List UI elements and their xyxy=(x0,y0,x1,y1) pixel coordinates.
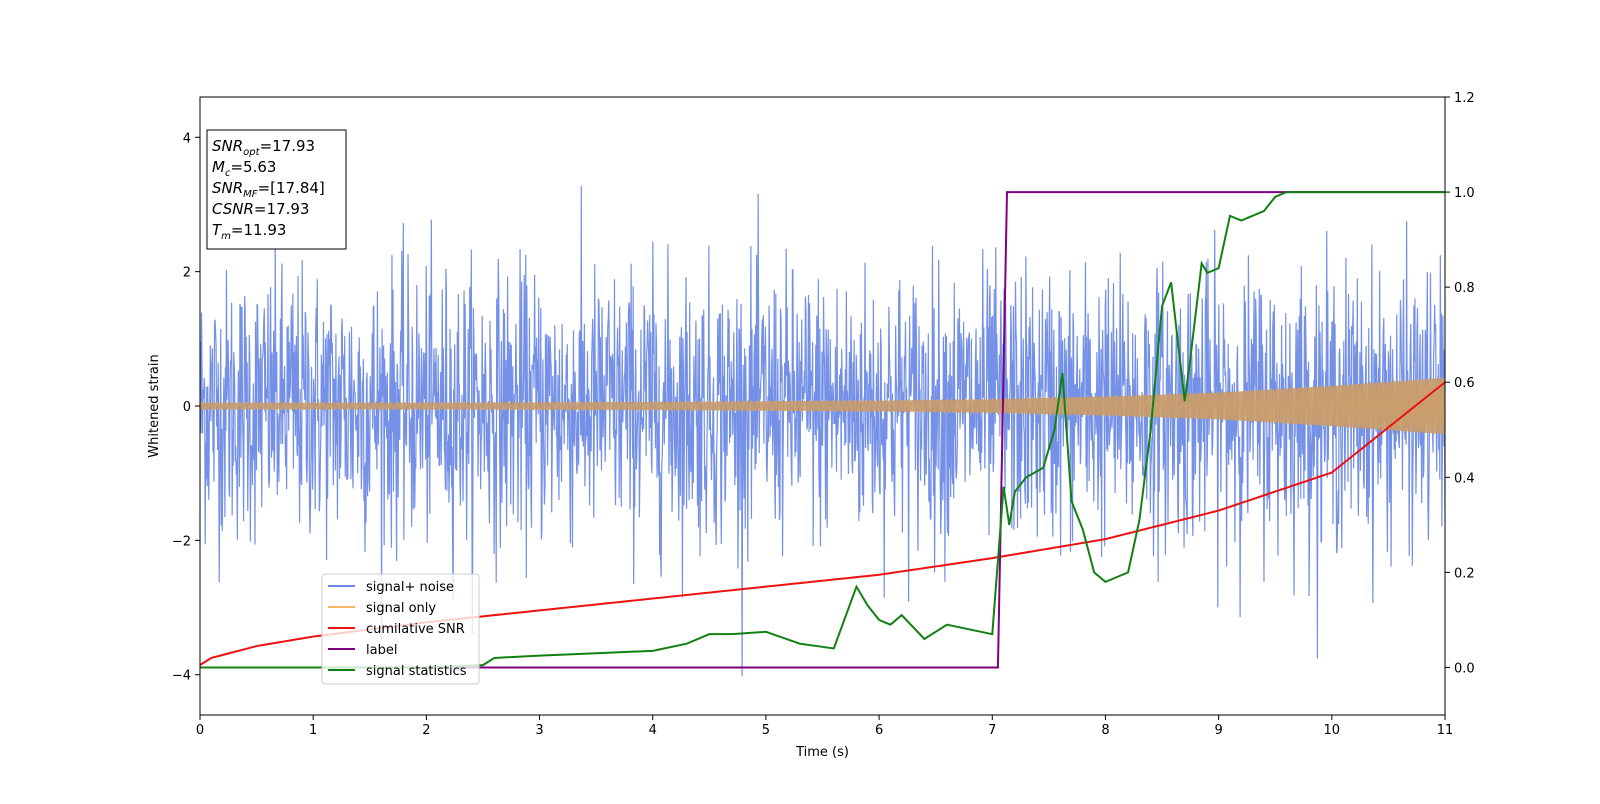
x-axis-label: Time (s) xyxy=(795,745,849,760)
y-axis-right: 0.0 0.2 0.4 0.6 0.8 1.0 1.2 xyxy=(1445,91,1475,676)
y2-tick-label: 0.2 xyxy=(1454,566,1475,581)
x-tick-label: 5 xyxy=(762,723,770,738)
y2-tick-label: 0.0 xyxy=(1454,661,1475,676)
info-box: SNRopt=17.93Mc=5.63SNRMF=[17.84]CSNR=17.… xyxy=(206,129,347,250)
x-tick-label: 1 xyxy=(309,723,317,738)
line-label xyxy=(200,191,1445,669)
y-tick-label: 4 xyxy=(183,131,191,146)
info-snr-opt: SNRopt=17.93 xyxy=(212,137,315,158)
y2-tick-label: 0.6 xyxy=(1454,376,1475,391)
y-tick-label: 2 xyxy=(183,266,191,281)
y-axis-left: −4 −2 0 2 4 xyxy=(172,131,200,684)
info-csnr: CSNR=17.93 xyxy=(212,200,309,218)
y2-tick-label: 0.8 xyxy=(1454,281,1475,296)
y2-tick-label: 0.4 xyxy=(1454,471,1475,486)
x-tick-label: 10 xyxy=(1324,723,1341,738)
line-signal-statistics xyxy=(200,191,1445,669)
series-signal-noise xyxy=(200,185,1445,677)
x-tick-label: 0 xyxy=(196,723,204,738)
legend-entry: signal+ noise xyxy=(366,580,454,595)
legend-entry: signal only xyxy=(366,601,436,616)
x-tick-label: 8 xyxy=(1101,723,1109,738)
x-axis: 0 1 2 3 4 5 6 7 8 9 10 11 xyxy=(196,715,1453,738)
legend-entry: cumilative SNR xyxy=(366,622,465,637)
signal-only-band xyxy=(200,377,1445,435)
y2-tick-label: 1.0 xyxy=(1454,186,1475,201)
x-tick-label: 7 xyxy=(988,723,996,738)
y-tick-label: −4 xyxy=(172,669,191,684)
info-mc: Mc=5.63 xyxy=(212,158,276,179)
y-tick-label: −2 xyxy=(172,534,191,549)
info-box-frame xyxy=(206,129,347,250)
info-snr-mf: SNRMF=[17.84] xyxy=(212,179,325,200)
legend-entry: label xyxy=(366,643,397,658)
legend-frame xyxy=(321,573,480,685)
legend: signal+ noise signal only cumilative SNR la… xyxy=(321,573,480,685)
series-signal-only xyxy=(200,377,1445,435)
x-tick-label: 6 xyxy=(875,723,883,738)
y-axis-label: Whitened strain xyxy=(147,354,162,457)
x-tick-label: 4 xyxy=(649,723,657,738)
x-tick-label: 11 xyxy=(1437,723,1454,738)
x-tick-label: 2 xyxy=(422,723,430,738)
y-tick-label: 0 xyxy=(183,400,191,415)
x-tick-label: 3 xyxy=(535,723,543,738)
info-tm: Tm=11.93 xyxy=(212,221,286,242)
y2-tick-label: 1.2 xyxy=(1454,91,1475,106)
signal-noise-line xyxy=(200,185,1445,677)
legend-entry: signal statistics xyxy=(366,664,467,679)
x-tick-label: 9 xyxy=(1214,723,1222,738)
